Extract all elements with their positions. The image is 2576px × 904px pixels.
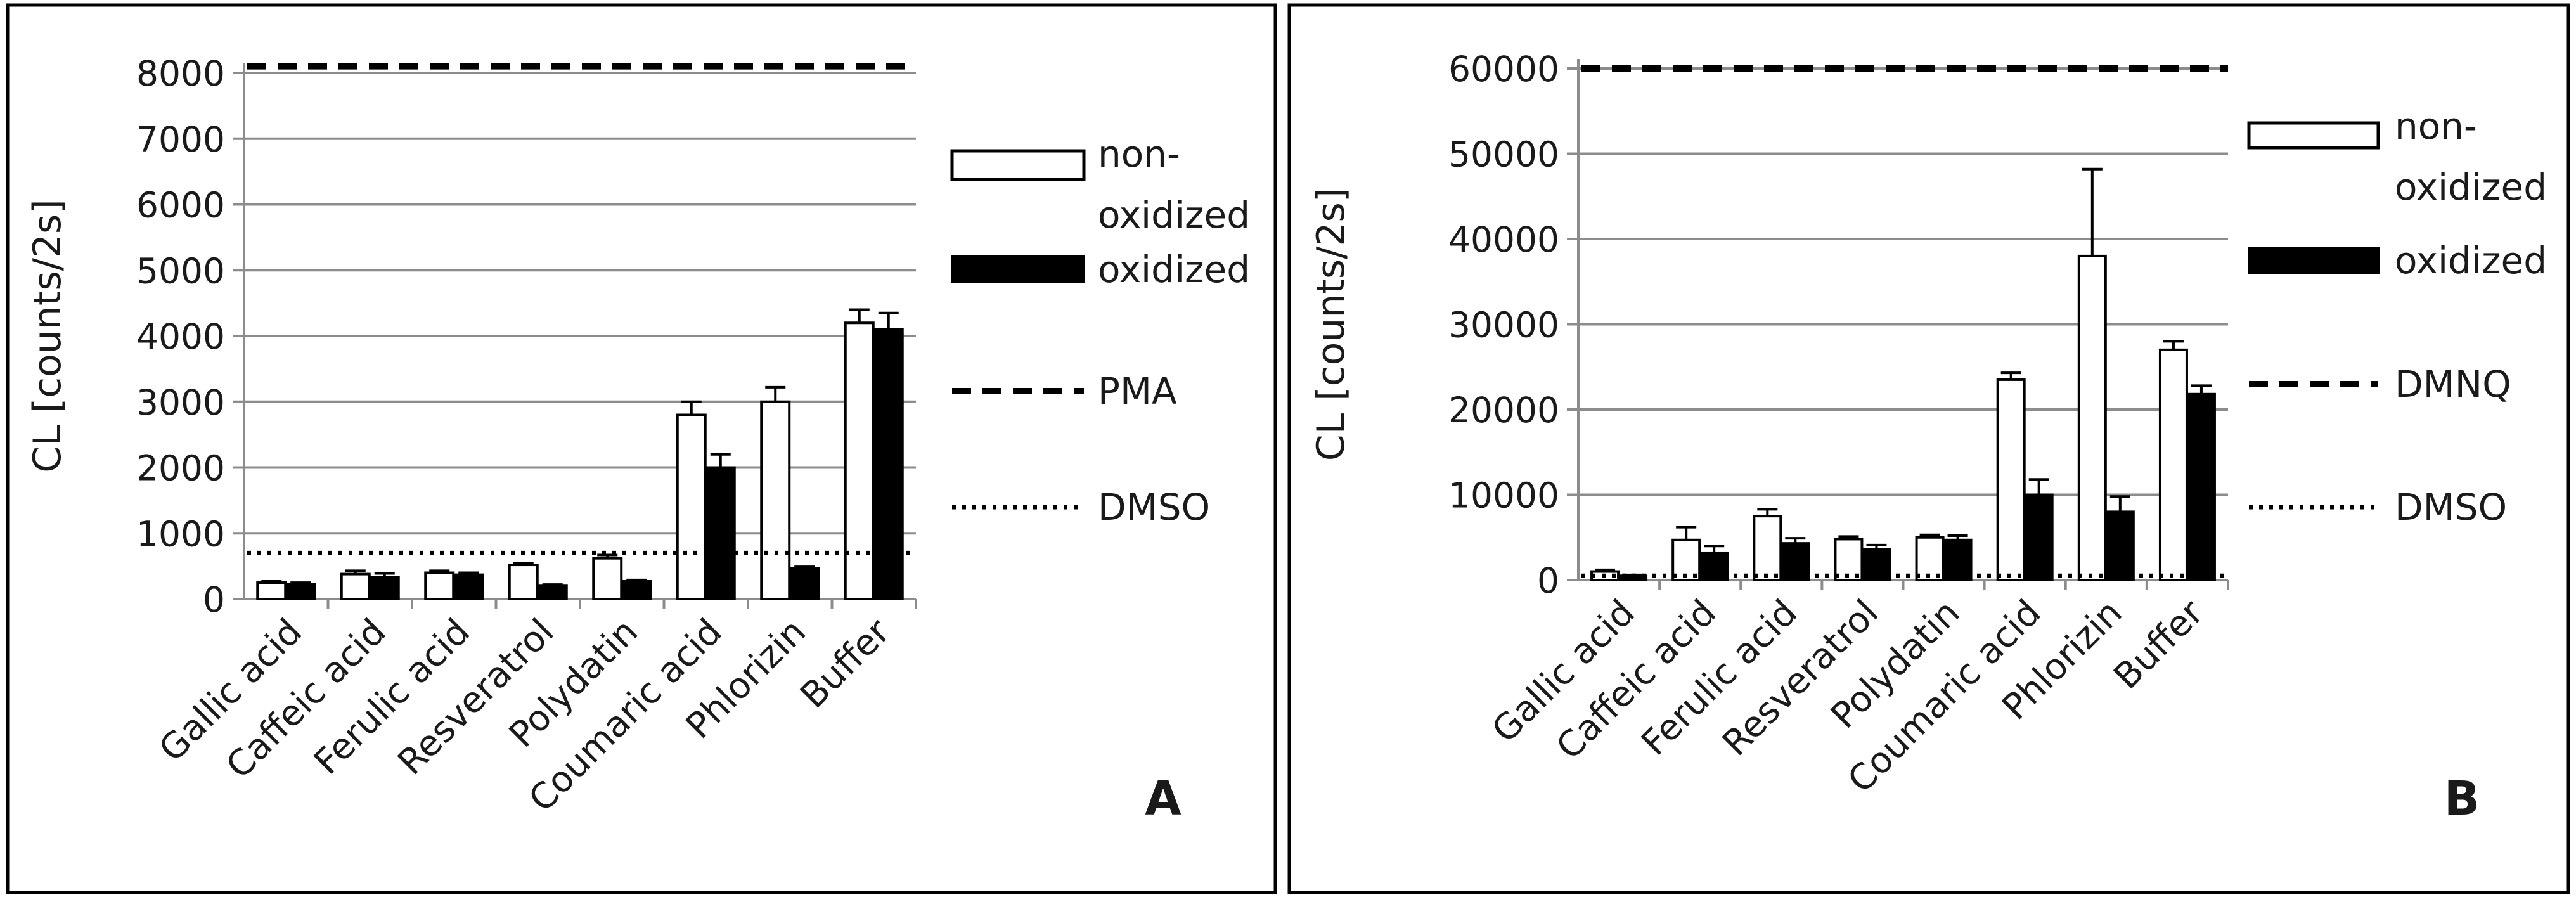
bar-oxidized [453, 573, 484, 600]
bar-oxidized [369, 576, 400, 601]
y-tick-label: 1000 [136, 513, 225, 554]
legend-label-dmso: DMSO [1098, 486, 1210, 529]
y-tick-label: 0 [203, 579, 225, 620]
bar-non-oxidized [1996, 378, 2026, 581]
y-tick-label: 20000 [1448, 390, 1559, 430]
bar-non-oxidized [508, 564, 539, 600]
y-tick-label: 7000 [136, 119, 225, 160]
y-axis-label: CL [counts/2s] [25, 199, 70, 472]
bar-oxidized [2105, 510, 2135, 582]
y-tick-label: 30000 [1448, 305, 1559, 345]
bar-non-oxidized [760, 400, 791, 600]
legend-label-oxidized: oxidized [2395, 239, 2547, 282]
legend-swatch-oxidized [951, 255, 1085, 283]
bar-oxidized [789, 567, 820, 600]
panel-label: B [2444, 772, 2480, 826]
bar-oxidized [537, 584, 568, 600]
legend-swatch-oxidized [2248, 247, 2380, 274]
bar-non-oxidized [340, 572, 371, 601]
bar-non-oxidized [676, 413, 707, 600]
legend-label-oxidized: oxidized [1098, 248, 1250, 291]
y-tick-label: 6000 [136, 185, 225, 226]
y-axis-label: CL [counts/2s] [1309, 188, 1353, 461]
panel-frame [6, 3, 1277, 894]
chart-panel-a: 0 1000 2000 3000 4000 5000 6000 7000 8000 CL [cou… [6, 3, 1277, 894]
legend: non-oxidized oxidized PMA DMSO [950, 132, 1250, 529]
bar-oxidized [873, 328, 904, 600]
bar-non-oxidized [2077, 254, 2107, 581]
bar-non-oxidized [2158, 348, 2188, 581]
panel-frame [1287, 3, 2570, 894]
bar-non-oxidized [844, 321, 875, 600]
chart-panel-b: 0 10000 20000 30000 40000 50000 60000 CL [count… [1287, 3, 2570, 894]
bar-non-oxidized [424, 571, 455, 600]
legend-swatch-non-oxidized [2247, 121, 2380, 150]
bar-oxidized [2186, 392, 2216, 581]
bar-non-oxidized [1671, 538, 1701, 581]
y-tick-label: 60000 [1448, 49, 1559, 89]
bar-oxidized [285, 583, 316, 601]
bar-non-oxidized [592, 557, 623, 600]
legend-label-non-oxidized: oxidized [2395, 165, 2547, 209]
bar-oxidized [2024, 493, 2054, 581]
legend-label-dmnq: DMNQ [2395, 363, 2511, 406]
legend-swatch-non-oxidized [950, 149, 1086, 181]
x-tick-label: Buffer [2106, 591, 2212, 697]
y-tick-label: 0 [1537, 560, 1559, 601]
legend-label-non-oxidized: non- [1098, 132, 1180, 176]
x-tick-label: Buffer [793, 610, 899, 716]
legend-label-pma: PMA [1098, 370, 1177, 413]
legend-label-dmso: DMSO [2395, 486, 2507, 529]
legend-label-non-oxidized: non- [2395, 105, 2477, 148]
bar-non-oxidized [1753, 515, 1782, 581]
y-tick-label: 3000 [136, 382, 225, 423]
legend: non-oxidized oxidized DMNQ DMSO [2247, 105, 2547, 529]
bar-oxidized [705, 466, 736, 600]
y-tick-label: 8000 [136, 53, 225, 94]
bar-non-oxidized [256, 581, 287, 600]
y-tick-label: 40000 [1448, 219, 1559, 260]
y-tick-label: 50000 [1448, 134, 1559, 175]
bar-oxidized [621, 579, 652, 600]
panel-label: A [1145, 772, 1181, 826]
y-tick-label: 5000 [136, 250, 225, 291]
y-tick-label: 2000 [136, 448, 225, 489]
y-tick-label: 4000 [136, 316, 225, 357]
legend-label-non-oxidized: oxidized [1098, 193, 1250, 236]
y-tick-label: 10000 [1448, 475, 1559, 516]
